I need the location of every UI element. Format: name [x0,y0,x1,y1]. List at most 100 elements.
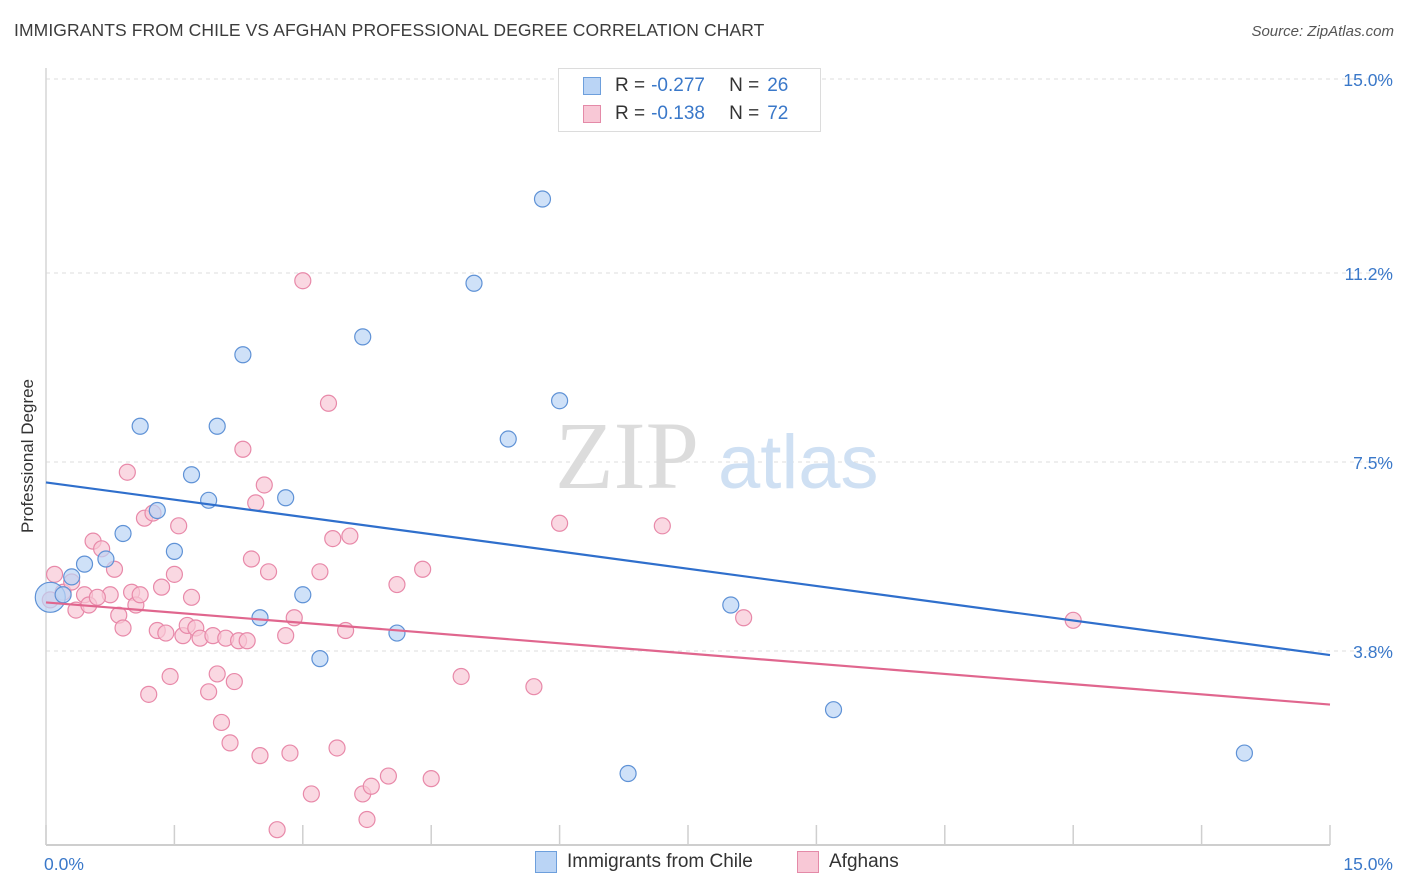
legend-r-value: -0.138 [651,103,705,124]
chile-point [619,764,637,783]
y-tick-label: 15.0% [1343,70,1393,90]
series-chile [34,190,1254,783]
afghan-point [362,777,380,795]
afghan-point [170,517,188,535]
chile-point [550,392,569,410]
chile-point [294,586,312,604]
afghan-point [550,514,569,532]
afghan-point [259,563,278,581]
afghan-point [294,272,312,290]
legend-swatch-chile [583,77,601,95]
afghan-point [281,744,299,762]
y-tick-label: 7.5% [1353,453,1393,473]
chile-point [722,596,740,614]
watermark: ZIP atlas [555,402,879,509]
axes [45,68,1331,846]
source-credit: Source: ZipAtlas.com [1251,23,1394,40]
afghan-point [379,767,397,785]
afghan-point [414,560,432,578]
chile-point [182,466,201,484]
legend-item-chile[interactable]: Immigrants from Chile [535,851,753,873]
y-tick-label: 3.8% [1353,642,1393,662]
chile-point [311,650,329,668]
afghan-point [328,739,346,757]
legend-row-afghans: R = -0.138 N = 72 [583,101,788,127]
x-tick-label: 15.0% [1343,854,1393,874]
afghan-point [311,563,329,581]
afghan-point [45,565,64,583]
chile-point [499,430,517,448]
legend-n-label: N = [729,75,760,96]
chile-point [388,624,406,642]
chile-point [354,328,372,346]
trend-line-chile [45,481,1331,657]
afghan-point [221,734,239,752]
afghan-point [208,665,226,683]
chile-point [277,489,295,507]
chile-point [75,555,94,573]
legend-swatch-chile [535,851,557,873]
afghan-point [242,550,261,568]
afghan-point [157,624,175,642]
afghan-point [388,575,406,594]
trend-line-afghans [45,601,1331,706]
afghan-point [653,517,671,535]
afghan-point [152,578,171,596]
afghan-point [302,785,320,803]
chile-point [165,542,183,560]
legend-n-label: N = [729,103,760,124]
chile-point [533,190,552,208]
afghan-point [268,821,286,839]
afghan-point [735,609,753,627]
afghan-point [525,678,543,696]
afghan-point [131,586,149,604]
afghan-point [358,810,376,829]
afghan-point [165,565,183,583]
afghan-point [182,588,201,606]
legend-n-value: 72 [767,103,789,124]
trend-lines [45,481,1331,706]
chile-point [234,346,252,364]
watermark-atlas: atlas [718,420,879,505]
watermark-zip: ZIP [555,402,699,509]
y-tick-label: 11.2% [1345,264,1393,284]
legend-r-label: R = [615,103,646,124]
legend-swatch-afghans [797,851,819,873]
chile-point [208,417,226,435]
chile-point [465,274,483,292]
afghan-point [238,632,256,650]
afghan-point [324,529,342,548]
legend-label-afghans: Afghans [829,851,899,872]
afghan-point [225,672,243,691]
chile-point [97,550,115,568]
afghan-point [422,770,440,788]
legend-label-chile: Immigrants from Chile [567,851,753,872]
legend-row-chile: R = -0.277 N = 26 [583,73,788,99]
legend-swatch-afghans [583,105,601,123]
afghan-point [319,394,338,412]
afghan-point [234,440,252,458]
afghan-point [452,667,470,686]
afghan-point [200,683,218,701]
afghan-point [212,713,231,732]
series-afghans [41,272,1082,839]
series-legend: Immigrants from Chile Afghans [0,851,1406,877]
afghan-point [247,494,265,512]
chile-point [148,501,166,520]
legend-r-value: -0.277 [651,75,705,96]
legend-r-label: R = [615,75,646,96]
chile-point [251,609,269,627]
afghan-point [255,476,273,494]
afghan-point [88,588,106,606]
chile-point [824,701,843,719]
afghan-point [277,627,295,645]
legend-item-afghans[interactable]: Afghans [797,851,899,873]
chile-point [63,568,81,586]
chile-point [1235,744,1254,762]
afghan-point [341,527,359,545]
correlation-legend: R = -0.277 N = 26 R = -0.138 N = 72 [558,68,821,132]
afghan-point [161,667,179,686]
afghan-point [114,619,132,637]
chile-point [114,524,132,543]
